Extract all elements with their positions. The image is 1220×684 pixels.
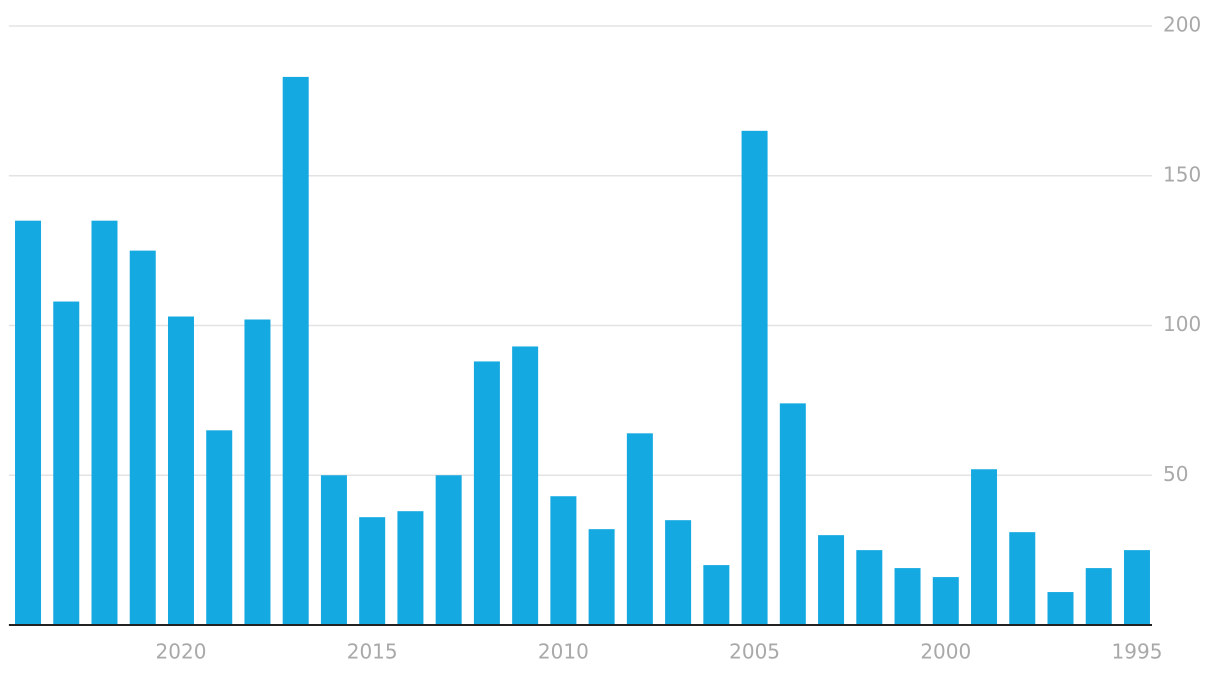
x-tick-label: 2010 (538, 640, 589, 664)
y-tick-label: 150 (1163, 162, 1201, 186)
bar (282, 76, 309, 626)
x-tick-label: 2020 (156, 640, 207, 664)
bar (971, 469, 998, 625)
bar (588, 529, 615, 625)
bar (473, 361, 500, 625)
bar (703, 565, 730, 625)
bar (550, 496, 577, 625)
x-tick-label: 2005 (729, 640, 780, 664)
bar (665, 520, 692, 625)
bar (894, 568, 921, 625)
bar (1009, 532, 1036, 625)
bar (818, 535, 845, 625)
x-tick-label: 2015 (347, 640, 398, 664)
bar (856, 550, 883, 625)
bar (129, 250, 156, 625)
bar (320, 475, 347, 625)
bar (1123, 550, 1150, 625)
bar (359, 517, 386, 625)
bar (53, 301, 80, 625)
x-tick-label: 1995 (1112, 640, 1163, 664)
bar (1047, 592, 1074, 625)
y-tick-label: 100 (1163, 312, 1201, 336)
bar (741, 130, 768, 625)
bar (91, 220, 118, 626)
bar (779, 403, 806, 625)
y-tick-label: 200 (1163, 13, 1201, 37)
bar (932, 577, 959, 625)
bar (512, 346, 539, 625)
x-tick-label: 2000 (920, 640, 971, 664)
bar (244, 319, 271, 625)
bar (435, 475, 462, 625)
bar (15, 220, 42, 626)
bar (397, 511, 424, 625)
y-tick-label: 50 (1163, 462, 1188, 486)
bar (1085, 568, 1112, 625)
bar (167, 316, 194, 625)
bar (206, 430, 233, 625)
bar (626, 433, 653, 625)
